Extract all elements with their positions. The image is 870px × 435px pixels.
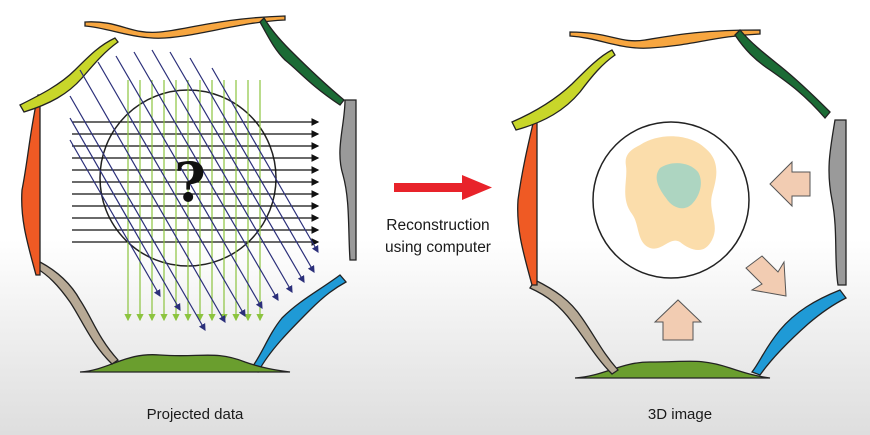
reconstruction-label-line1: Reconstruction — [386, 217, 490, 234]
left-bottomright-profile — [248, 274, 348, 373]
left-bottom-profile — [79, 354, 291, 373]
projected-data-caption: Projected data — [146, 406, 244, 423]
right-bottomleft-profile — [529, 279, 619, 375]
diagonal-arrow-icon — [745, 255, 787, 297]
right-topleft-profile — [511, 49, 616, 131]
left-topleft-profile — [19, 37, 119, 113]
reconstruction-label-line2: using computer — [385, 239, 491, 256]
right-panel — [511, 29, 847, 379]
3d-image-caption: 3D image — [647, 406, 713, 423]
left-diagonal-rays — [69, 49, 319, 332]
reconstruction-label: Reconstruction using computer — [368, 215, 508, 259]
left-left-profile — [21, 94, 41, 276]
left-panel — [19, 15, 357, 373]
right-arrow-icon — [394, 175, 492, 200]
up-arrow-icon — [653, 299, 703, 341]
left-top-profile — [84, 15, 286, 39]
left-right-profile — [339, 99, 357, 261]
left-bottomleft-profile — [35, 261, 119, 365]
left-topright-profile — [259, 16, 345, 106]
right-left-profile — [517, 114, 538, 286]
right-bottomright-profile — [750, 289, 847, 376]
left-arrow-icon — [769, 160, 811, 208]
right-right-profile — [828, 119, 847, 286]
reconstructed-object-inner — [656, 163, 701, 209]
right-topright-profile — [734, 29, 831, 120]
right-top-profile — [569, 29, 761, 49]
unknown-question-mark: ? — [174, 150, 206, 214]
